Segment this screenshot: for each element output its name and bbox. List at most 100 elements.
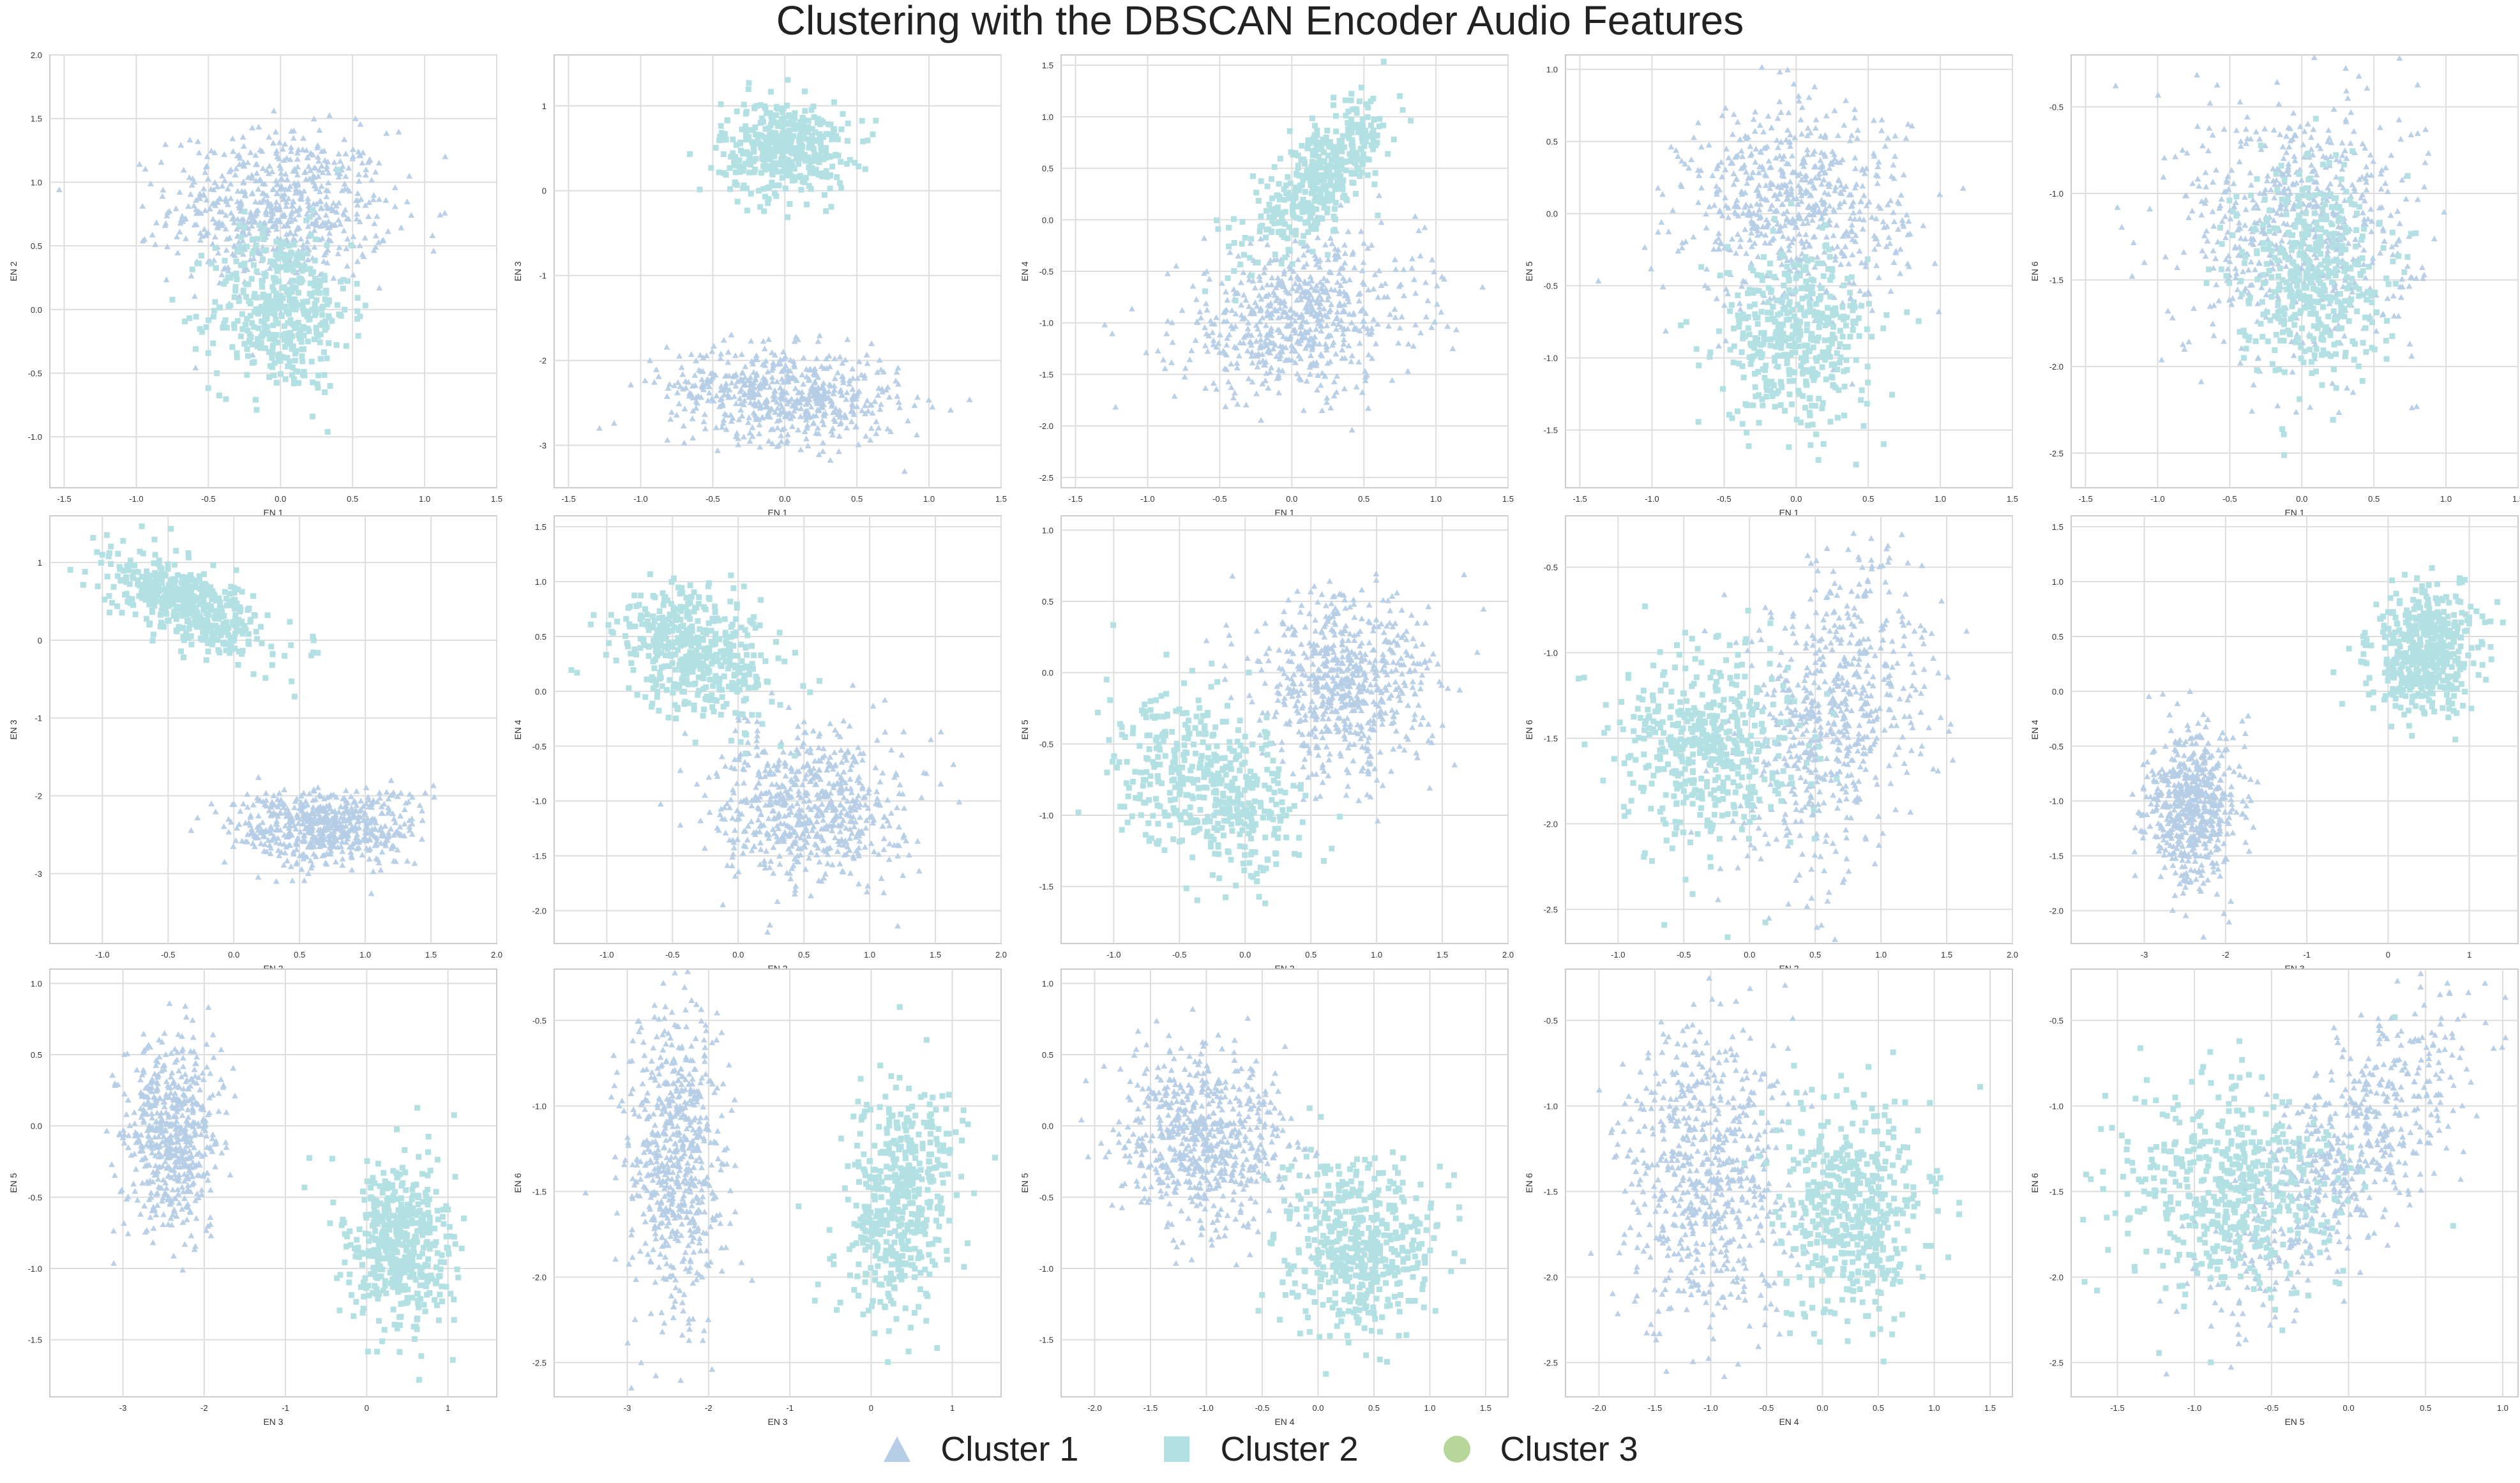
point bbox=[1789, 335, 1795, 341]
point bbox=[236, 161, 243, 167]
point bbox=[1275, 314, 1282, 320]
point bbox=[1826, 246, 1832, 253]
point bbox=[282, 170, 289, 177]
point bbox=[266, 349, 273, 356]
point bbox=[1218, 280, 1225, 286]
point bbox=[850, 411, 857, 418]
point bbox=[1861, 170, 1868, 176]
point bbox=[1739, 363, 1746, 370]
point bbox=[1750, 116, 1757, 122]
point bbox=[1314, 173, 1320, 179]
point bbox=[780, 409, 787, 415]
point bbox=[395, 128, 402, 135]
point bbox=[777, 360, 784, 366]
point bbox=[681, 439, 688, 446]
point bbox=[1336, 269, 1343, 276]
point bbox=[290, 322, 296, 328]
point bbox=[2290, 180, 2297, 186]
point bbox=[1860, 423, 1867, 429]
point bbox=[1300, 407, 1307, 413]
point bbox=[2404, 263, 2411, 269]
point bbox=[839, 359, 846, 366]
point bbox=[1332, 186, 1338, 192]
point bbox=[2206, 124, 2213, 131]
point bbox=[1334, 279, 1341, 285]
point bbox=[1286, 224, 1292, 230]
point bbox=[287, 156, 294, 162]
point bbox=[1324, 395, 1331, 401]
point bbox=[287, 262, 293, 268]
point bbox=[1349, 137, 1355, 144]
point bbox=[1339, 133, 1346, 139]
point bbox=[769, 378, 776, 384]
point bbox=[1256, 318, 1264, 324]
point bbox=[1740, 374, 1747, 380]
point bbox=[330, 200, 337, 206]
point bbox=[136, 161, 143, 167]
point bbox=[767, 89, 774, 95]
point bbox=[1668, 144, 1675, 150]
point bbox=[1453, 326, 1460, 333]
point bbox=[1247, 239, 1254, 246]
point bbox=[776, 169, 783, 175]
point bbox=[814, 119, 820, 126]
point bbox=[828, 403, 835, 409]
point bbox=[312, 257, 318, 264]
point bbox=[1313, 140, 1319, 147]
point bbox=[408, 212, 415, 218]
point bbox=[1441, 276, 1448, 282]
point bbox=[222, 195, 229, 201]
point bbox=[1290, 200, 1297, 206]
point bbox=[739, 126, 745, 133]
point bbox=[2283, 133, 2290, 139]
point bbox=[2214, 81, 2221, 87]
point bbox=[240, 262, 246, 268]
point bbox=[777, 140, 783, 147]
point bbox=[739, 377, 746, 384]
point bbox=[315, 214, 322, 220]
point bbox=[2327, 180, 2334, 186]
point bbox=[2289, 368, 2296, 375]
point bbox=[1304, 200, 1311, 207]
point bbox=[323, 166, 330, 172]
point bbox=[1314, 287, 1321, 294]
point bbox=[1748, 243, 1755, 250]
point bbox=[1385, 151, 1391, 157]
point bbox=[685, 379, 692, 385]
point bbox=[2300, 141, 2307, 147]
point bbox=[1327, 269, 1334, 275]
point bbox=[2247, 169, 2254, 176]
point bbox=[253, 396, 259, 403]
point bbox=[827, 456, 834, 463]
point bbox=[2181, 345, 2188, 352]
point bbox=[262, 345, 269, 351]
point bbox=[259, 331, 266, 337]
point bbox=[831, 382, 838, 389]
point bbox=[1758, 149, 1765, 155]
point bbox=[271, 275, 277, 281]
point bbox=[304, 238, 311, 245]
point bbox=[775, 442, 782, 448]
point bbox=[1317, 308, 1324, 315]
point bbox=[769, 117, 775, 124]
point bbox=[1859, 183, 1866, 189]
point bbox=[746, 169, 753, 176]
point bbox=[671, 382, 678, 388]
point bbox=[284, 339, 290, 345]
point bbox=[164, 243, 171, 250]
point bbox=[238, 200, 245, 206]
point bbox=[779, 175, 785, 181]
point bbox=[354, 197, 361, 204]
point bbox=[1782, 271, 1788, 278]
point bbox=[324, 324, 330, 331]
point bbox=[718, 424, 725, 430]
point bbox=[1890, 175, 1898, 181]
point bbox=[1809, 216, 1816, 223]
point bbox=[1885, 234, 1892, 240]
point bbox=[780, 366, 787, 372]
point bbox=[1905, 218, 1912, 224]
point bbox=[273, 290, 280, 297]
point bbox=[1361, 281, 1368, 287]
point bbox=[1287, 275, 1294, 281]
point bbox=[2369, 255, 2376, 261]
